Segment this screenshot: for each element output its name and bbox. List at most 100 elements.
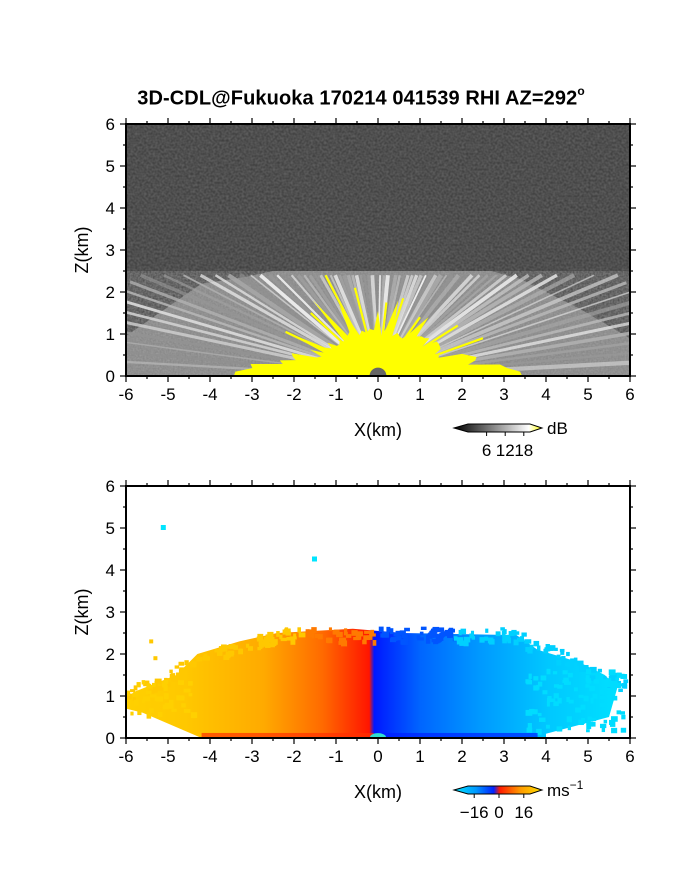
x-tick-label: -2 (286, 747, 301, 766)
velocity-region (126, 628, 618, 738)
velocity-pixel (546, 701, 550, 707)
velocity-pixel (293, 633, 297, 637)
x-tick-label: 5 (583, 385, 592, 404)
velocity-pixel (589, 685, 596, 692)
isolated-echo (149, 639, 154, 644)
velocity-pixel (416, 635, 421, 639)
velocity-pixel (179, 667, 186, 673)
velocity-pixel (556, 654, 561, 659)
velocity-pixel (567, 725, 571, 731)
isolated-echo (153, 656, 158, 661)
velocity-pixel (258, 641, 263, 646)
velocity-pixel (158, 711, 163, 718)
velocity-pixel (525, 709, 533, 716)
x-axis-label: X(km) (354, 420, 402, 440)
velocity-pixel (328, 627, 332, 632)
velocity-pixel (132, 696, 136, 701)
velocity-pixel (451, 628, 456, 633)
colorbar-bar (452, 423, 544, 433)
velocity-pixel (263, 636, 271, 643)
velocity-pixel (178, 680, 183, 685)
velocity-pixel (545, 643, 550, 649)
x-tick-label: -4 (202, 747, 217, 766)
velocity-pixel (400, 639, 407, 645)
velocity-pixel (611, 727, 618, 734)
velocity-pixel (416, 637, 424, 641)
velocity-pixel (546, 724, 550, 729)
velocity-pixel (528, 673, 532, 679)
velocity-pixel (566, 651, 570, 657)
velocity-pixel (164, 702, 170, 709)
velocity-pixel (431, 638, 436, 643)
x-tick-label: -1 (328, 747, 343, 766)
saturated-spike (376, 302, 388, 376)
velocity-pixel (419, 631, 424, 636)
velocity-pixel (133, 692, 139, 698)
velocity-pixel (178, 661, 185, 666)
velocity-pixel (238, 648, 244, 655)
velocity-pixel (141, 680, 146, 685)
y-tick-label: 1 (106, 325, 115, 344)
velocity-pixel (608, 669, 616, 676)
x-tick-label: 5 (583, 747, 592, 766)
velocity-pixel (353, 636, 360, 641)
lidar-blind-zone (370, 733, 386, 738)
velocity-pixel (168, 703, 173, 709)
velocity-pixel (183, 688, 191, 693)
velocity-pixel (176, 672, 181, 677)
saturated-spike (310, 312, 379, 376)
near-ground-negative (382, 732, 538, 738)
velocity-pixel (485, 628, 489, 633)
velocity-pixel (620, 711, 626, 715)
velocity-pixel (623, 684, 628, 689)
velocity-pixel (463, 636, 471, 643)
velocity-pixel (345, 634, 352, 638)
velocity-pixel (504, 634, 511, 641)
velocity-pixel (393, 633, 400, 637)
velocity-pixel (542, 690, 548, 695)
velocity-pixel (272, 639, 278, 645)
velocity-pixel (565, 662, 569, 667)
velocity-pixel (606, 682, 613, 688)
velocity-pixel (178, 695, 185, 701)
velocity-pixel (623, 679, 629, 684)
y-tick-label: 4 (106, 199, 115, 218)
saturated-spike (377, 337, 484, 376)
velocity-pixel (404, 627, 410, 632)
velocity-pixel (556, 726, 563, 732)
velocity-pixel (580, 704, 586, 710)
velocity-pixel (459, 640, 465, 646)
velocity-pixel (577, 660, 584, 666)
doppler-field (126, 486, 630, 738)
x-tick-label: 1 (415, 385, 424, 404)
x-tick-label: -2 (286, 385, 301, 404)
velocity-pixel (610, 716, 618, 722)
velocity-pixel (566, 696, 570, 702)
velocity-pixel (585, 675, 590, 680)
velocity-pixel (190, 712, 198, 719)
velocity-pixel (453, 636, 458, 641)
velocity-pixel (533, 685, 539, 691)
y-tick-label: 0 (106, 729, 115, 748)
velocity-pixel (233, 645, 238, 650)
velocity-pixel (587, 716, 593, 720)
velocity-pixel (537, 712, 542, 717)
velocity-pixel (130, 689, 136, 693)
x-tick-label: 0 (373, 385, 382, 404)
velocity-pixel (378, 626, 384, 633)
velocity-pixel (149, 694, 157, 698)
colorbar-unit: ms−1 (547, 778, 584, 800)
velocity-pixel (564, 681, 571, 685)
velocity-pixel (163, 679, 169, 684)
y-tick-label: 3 (106, 241, 115, 260)
x-tick-label: 3 (499, 385, 508, 404)
velocity-pixel (559, 648, 565, 653)
velocity-pixel (601, 727, 606, 733)
y-tick-label: 6 (106, 115, 115, 134)
isolated-echo (160, 525, 166, 530)
velocity-pixel (286, 636, 291, 641)
x-axis-label: X(km) (354, 782, 402, 802)
velocity-pixel (169, 699, 174, 706)
velocity-pixel (190, 661, 197, 668)
